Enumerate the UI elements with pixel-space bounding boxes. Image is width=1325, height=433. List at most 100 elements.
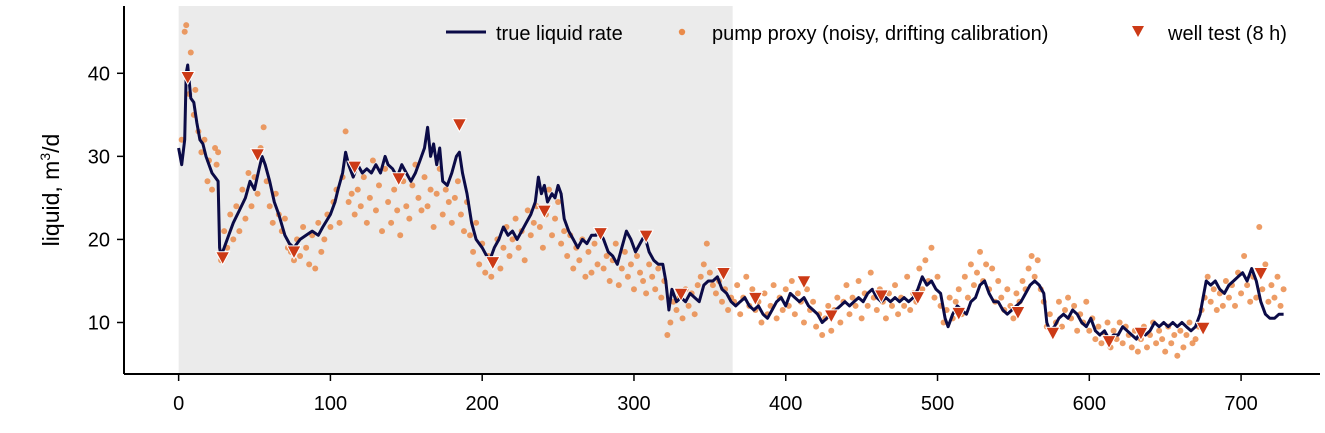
x-tick-label: 100 bbox=[314, 393, 347, 415]
proxy-point bbox=[1247, 298, 1254, 305]
proxy-point bbox=[403, 203, 410, 210]
proxy-point bbox=[1098, 340, 1105, 347]
well-test-marker bbox=[715, 266, 732, 282]
proxy-point bbox=[658, 294, 665, 301]
proxy-point bbox=[800, 319, 807, 326]
proxy-point bbox=[354, 186, 361, 193]
well-test-marker bbox=[346, 160, 363, 176]
proxy-point bbox=[1034, 257, 1041, 264]
proxy-point bbox=[931, 294, 938, 301]
proxy-point bbox=[248, 203, 255, 210]
proxy-point bbox=[1055, 298, 1062, 305]
proxy-point bbox=[1162, 348, 1169, 355]
proxy-point bbox=[734, 282, 741, 289]
y-tick-label: 10 bbox=[88, 312, 110, 334]
well-test-marker bbox=[390, 172, 407, 187]
proxy-point bbox=[388, 219, 395, 226]
proxy-point bbox=[961, 273, 968, 280]
proxy-point bbox=[621, 248, 628, 255]
proxy-point bbox=[460, 228, 467, 235]
proxy-point bbox=[977, 248, 984, 255]
proxy-point bbox=[1086, 327, 1093, 334]
proxy-point bbox=[964, 294, 971, 301]
proxy-point bbox=[1046, 311, 1053, 318]
well-test-marker bbox=[536, 204, 553, 220]
x-tick-label: 300 bbox=[617, 393, 650, 415]
well-test-marker bbox=[796, 275, 812, 290]
proxy-point bbox=[1025, 265, 1032, 272]
proxy-point bbox=[667, 319, 674, 326]
proxy-point bbox=[521, 257, 528, 264]
proxy-point bbox=[409, 182, 416, 189]
proxy-point bbox=[312, 265, 319, 272]
proxy-point bbox=[770, 282, 777, 289]
proxy-point bbox=[618, 265, 625, 272]
proxy-point bbox=[363, 219, 370, 226]
proxy-point bbox=[1183, 331, 1190, 338]
proxy-point bbox=[995, 277, 1002, 284]
proxy-point bbox=[679, 315, 686, 322]
proxy-point bbox=[406, 215, 413, 222]
proxy-point bbox=[385, 199, 392, 206]
proxy-point bbox=[819, 331, 826, 338]
proxy-point bbox=[952, 298, 959, 305]
proxy-point bbox=[269, 219, 276, 226]
proxy-point bbox=[239, 186, 246, 193]
proxy-point bbox=[788, 277, 795, 284]
proxy-point bbox=[342, 128, 349, 135]
proxy-point bbox=[576, 257, 583, 264]
proxy-point bbox=[697, 273, 704, 280]
proxy-point bbox=[366, 194, 373, 201]
well-test-marker bbox=[592, 227, 609, 242]
y-tick-label: 30 bbox=[88, 146, 110, 168]
proxy-point bbox=[849, 294, 856, 301]
well-test-marker bbox=[1010, 306, 1026, 321]
proxy-point bbox=[627, 261, 634, 268]
proxy-point bbox=[549, 232, 556, 239]
proxy-point bbox=[1153, 340, 1160, 347]
proxy-point bbox=[882, 315, 889, 322]
proxy-point bbox=[357, 203, 364, 210]
legend-proxy-label: pump proxy (noisy, drifting calibration) bbox=[712, 23, 1048, 45]
x-tick-label: 700 bbox=[1224, 393, 1257, 415]
proxy-point bbox=[846, 311, 853, 318]
proxy-point bbox=[476, 261, 483, 268]
proxy-point bbox=[773, 315, 780, 322]
proxy-point bbox=[473, 219, 480, 226]
proxy-point bbox=[1280, 286, 1287, 293]
y-axis-title: liquid, m3/d bbox=[37, 134, 64, 247]
proxy-point bbox=[810, 298, 817, 305]
proxy-point bbox=[646, 261, 653, 268]
proxy-point bbox=[348, 190, 355, 197]
proxy-point bbox=[652, 286, 659, 293]
proxy-point bbox=[315, 219, 322, 226]
proxy-point bbox=[624, 273, 631, 280]
well-test-marker bbox=[179, 70, 196, 86]
proxy-point bbox=[561, 228, 568, 235]
proxy-point bbox=[1156, 327, 1163, 334]
proxy-point bbox=[1058, 323, 1065, 330]
proxy-point bbox=[242, 215, 249, 222]
proxy-point bbox=[1271, 294, 1278, 301]
proxy-point bbox=[530, 219, 537, 226]
proxy-point bbox=[685, 302, 692, 309]
proxy-point bbox=[418, 207, 425, 214]
proxy-point bbox=[360, 174, 367, 181]
well-test-marker bbox=[1045, 326, 1061, 342]
proxy-point bbox=[1071, 302, 1078, 309]
proxy-point bbox=[1277, 302, 1284, 309]
proxy-point bbox=[803, 286, 810, 293]
proxy-point bbox=[1265, 298, 1272, 305]
proxy-point bbox=[213, 161, 220, 168]
proxy-point bbox=[430, 223, 437, 230]
proxy-point bbox=[973, 269, 980, 276]
proxy-point bbox=[1104, 319, 1111, 326]
proxy-point bbox=[1019, 277, 1026, 284]
proxy-point bbox=[1065, 294, 1072, 301]
y-axis-title-superscript: 3 bbox=[37, 153, 53, 161]
well-test-series bbox=[179, 70, 1269, 350]
well-test-marker bbox=[873, 289, 890, 304]
proxy-point bbox=[934, 273, 941, 280]
proxy-point bbox=[691, 311, 698, 318]
well-test-marker bbox=[1195, 321, 1211, 337]
